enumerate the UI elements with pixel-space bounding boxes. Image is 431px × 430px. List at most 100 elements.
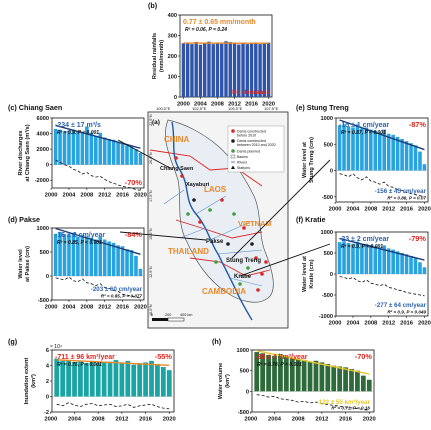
change-text: -79% (409, 234, 427, 243)
x-tick-label: 2012 (382, 321, 395, 327)
bar (355, 370, 360, 392)
y-axis-label: (km³) (224, 374, 231, 388)
dam-marker (246, 266, 250, 270)
stats-text: R² = 0.9, P < 0.001 (341, 244, 383, 250)
y-axis-label: River discharges (18, 130, 24, 175)
bar (71, 232, 76, 276)
bar (386, 133, 391, 171)
x-tick-label: 2008 (211, 102, 225, 108)
baseline-series (339, 173, 425, 198)
x-tick-label: 2012 (228, 102, 241, 108)
dam-marker (186, 212, 190, 216)
x-tick-label: 2012 (98, 193, 111, 199)
bar (138, 153, 143, 165)
stats-text: R² = 0.75, P < 0.001 (57, 362, 102, 368)
bar (125, 360, 131, 397)
dam-marker (174, 156, 178, 160)
bar (134, 149, 138, 165)
lat-label: 10.0°N (149, 304, 153, 316)
bar (155, 363, 160, 397)
svg-text:between 2010 and 2020: between 2010 and 2020 (237, 143, 276, 147)
bar (129, 250, 134, 276)
bar (342, 124, 346, 171)
trend-text: -30 ± 4 km³/year (255, 354, 308, 361)
panel-title: (e) Stung Treng (296, 103, 349, 112)
y-tick-label: 500 (240, 369, 249, 375)
bar (319, 362, 325, 392)
lat-label: 15.0°N (149, 228, 153, 240)
bar (95, 363, 101, 397)
lon-label: 107.5°E (264, 106, 279, 111)
arrow-to-chiang-saen (117, 139, 171, 169)
basin-map: 22.5°N20.0°N17.5°N15.0°N12.5°N10.0°N 100… (147, 106, 289, 329)
baseline-series (256, 394, 370, 411)
bar (89, 237, 94, 276)
y-tick-label: -500 (238, 410, 249, 416)
x-tick-label: 2012 (315, 417, 328, 423)
bar (134, 255, 138, 276)
y-axis-label: at Pakse (cm) (25, 246, 31, 282)
trend-line (339, 237, 425, 261)
bar (80, 234, 85, 276)
bar (89, 132, 94, 165)
stats2-text: R² = 0.71, P = 0.16 (331, 406, 370, 411)
bar (76, 236, 80, 276)
y-tick-label: 500 (40, 250, 49, 256)
mekong-river (171, 121, 253, 321)
bar (143, 362, 148, 397)
lon-label: 102.5°E (192, 106, 207, 111)
x-tick-label: 2020 (163, 417, 176, 423)
bar (289, 358, 295, 392)
country-laos: LAOS (204, 185, 227, 194)
y-axis-label: Water level at (302, 256, 308, 292)
bar (220, 43, 224, 97)
bar (93, 135, 98, 165)
station-pakse: Pakse (206, 239, 224, 245)
panel-h: -500 0 500 1000 2000 2004 2008 2012 2016 2020 Wate… (212, 337, 376, 423)
bar (413, 145, 418, 171)
y-tick-label: -2000 (35, 178, 49, 184)
bar (369, 129, 373, 171)
dam-marker (260, 272, 264, 276)
country-china: CHINA (164, 135, 190, 144)
bar (266, 42, 271, 97)
bar (400, 253, 404, 274)
y-tick-label: 0 (330, 169, 333, 175)
trend2-text: -277 ± 64 cm/year (375, 302, 427, 309)
bar (418, 151, 422, 171)
y-tick-label: 2 (46, 379, 49, 385)
bar (207, 41, 211, 97)
trend-text: -234 ± 17 m³/s (55, 122, 101, 129)
x-tick-label: 2020 (134, 193, 147, 199)
bar (307, 361, 313, 392)
bar (58, 231, 62, 276)
y-tick-label: 200 (168, 54, 177, 60)
bar (85, 126, 89, 165)
stats-text: R² = 0.87, P < 0.001 (341, 130, 386, 136)
x-tick-label: 2000 (329, 321, 342, 327)
x-tick-label: 2020 (134, 305, 147, 311)
trend-line (55, 227, 141, 256)
bar (254, 42, 258, 97)
y-tick-label: 0 (174, 95, 177, 101)
x-tick-label: 2008 (80, 305, 94, 311)
dam-marker (220, 198, 224, 202)
trend-text: 0.77 ± 0.65 mm/month (183, 19, 256, 26)
bar (71, 129, 76, 165)
bar (295, 359, 301, 392)
y-axis-exponent: × 10⁴ (50, 344, 62, 350)
x-tick-label: 2004 (68, 417, 82, 423)
bar (58, 129, 62, 165)
trend-text: -15 ± 1 cm/year (339, 122, 389, 129)
bar (107, 241, 111, 276)
bar (245, 44, 250, 97)
bar (166, 370, 172, 397)
map-scalebar: 0 200 400 km (151, 313, 192, 322)
bar (360, 128, 364, 171)
trend-line (256, 350, 370, 375)
bar (93, 239, 98, 276)
bar (395, 251, 400, 274)
trend-line (56, 359, 170, 367)
y-tick-label: 6000 (37, 116, 49, 122)
station-stung-treng: Stung Treng (226, 258, 261, 264)
